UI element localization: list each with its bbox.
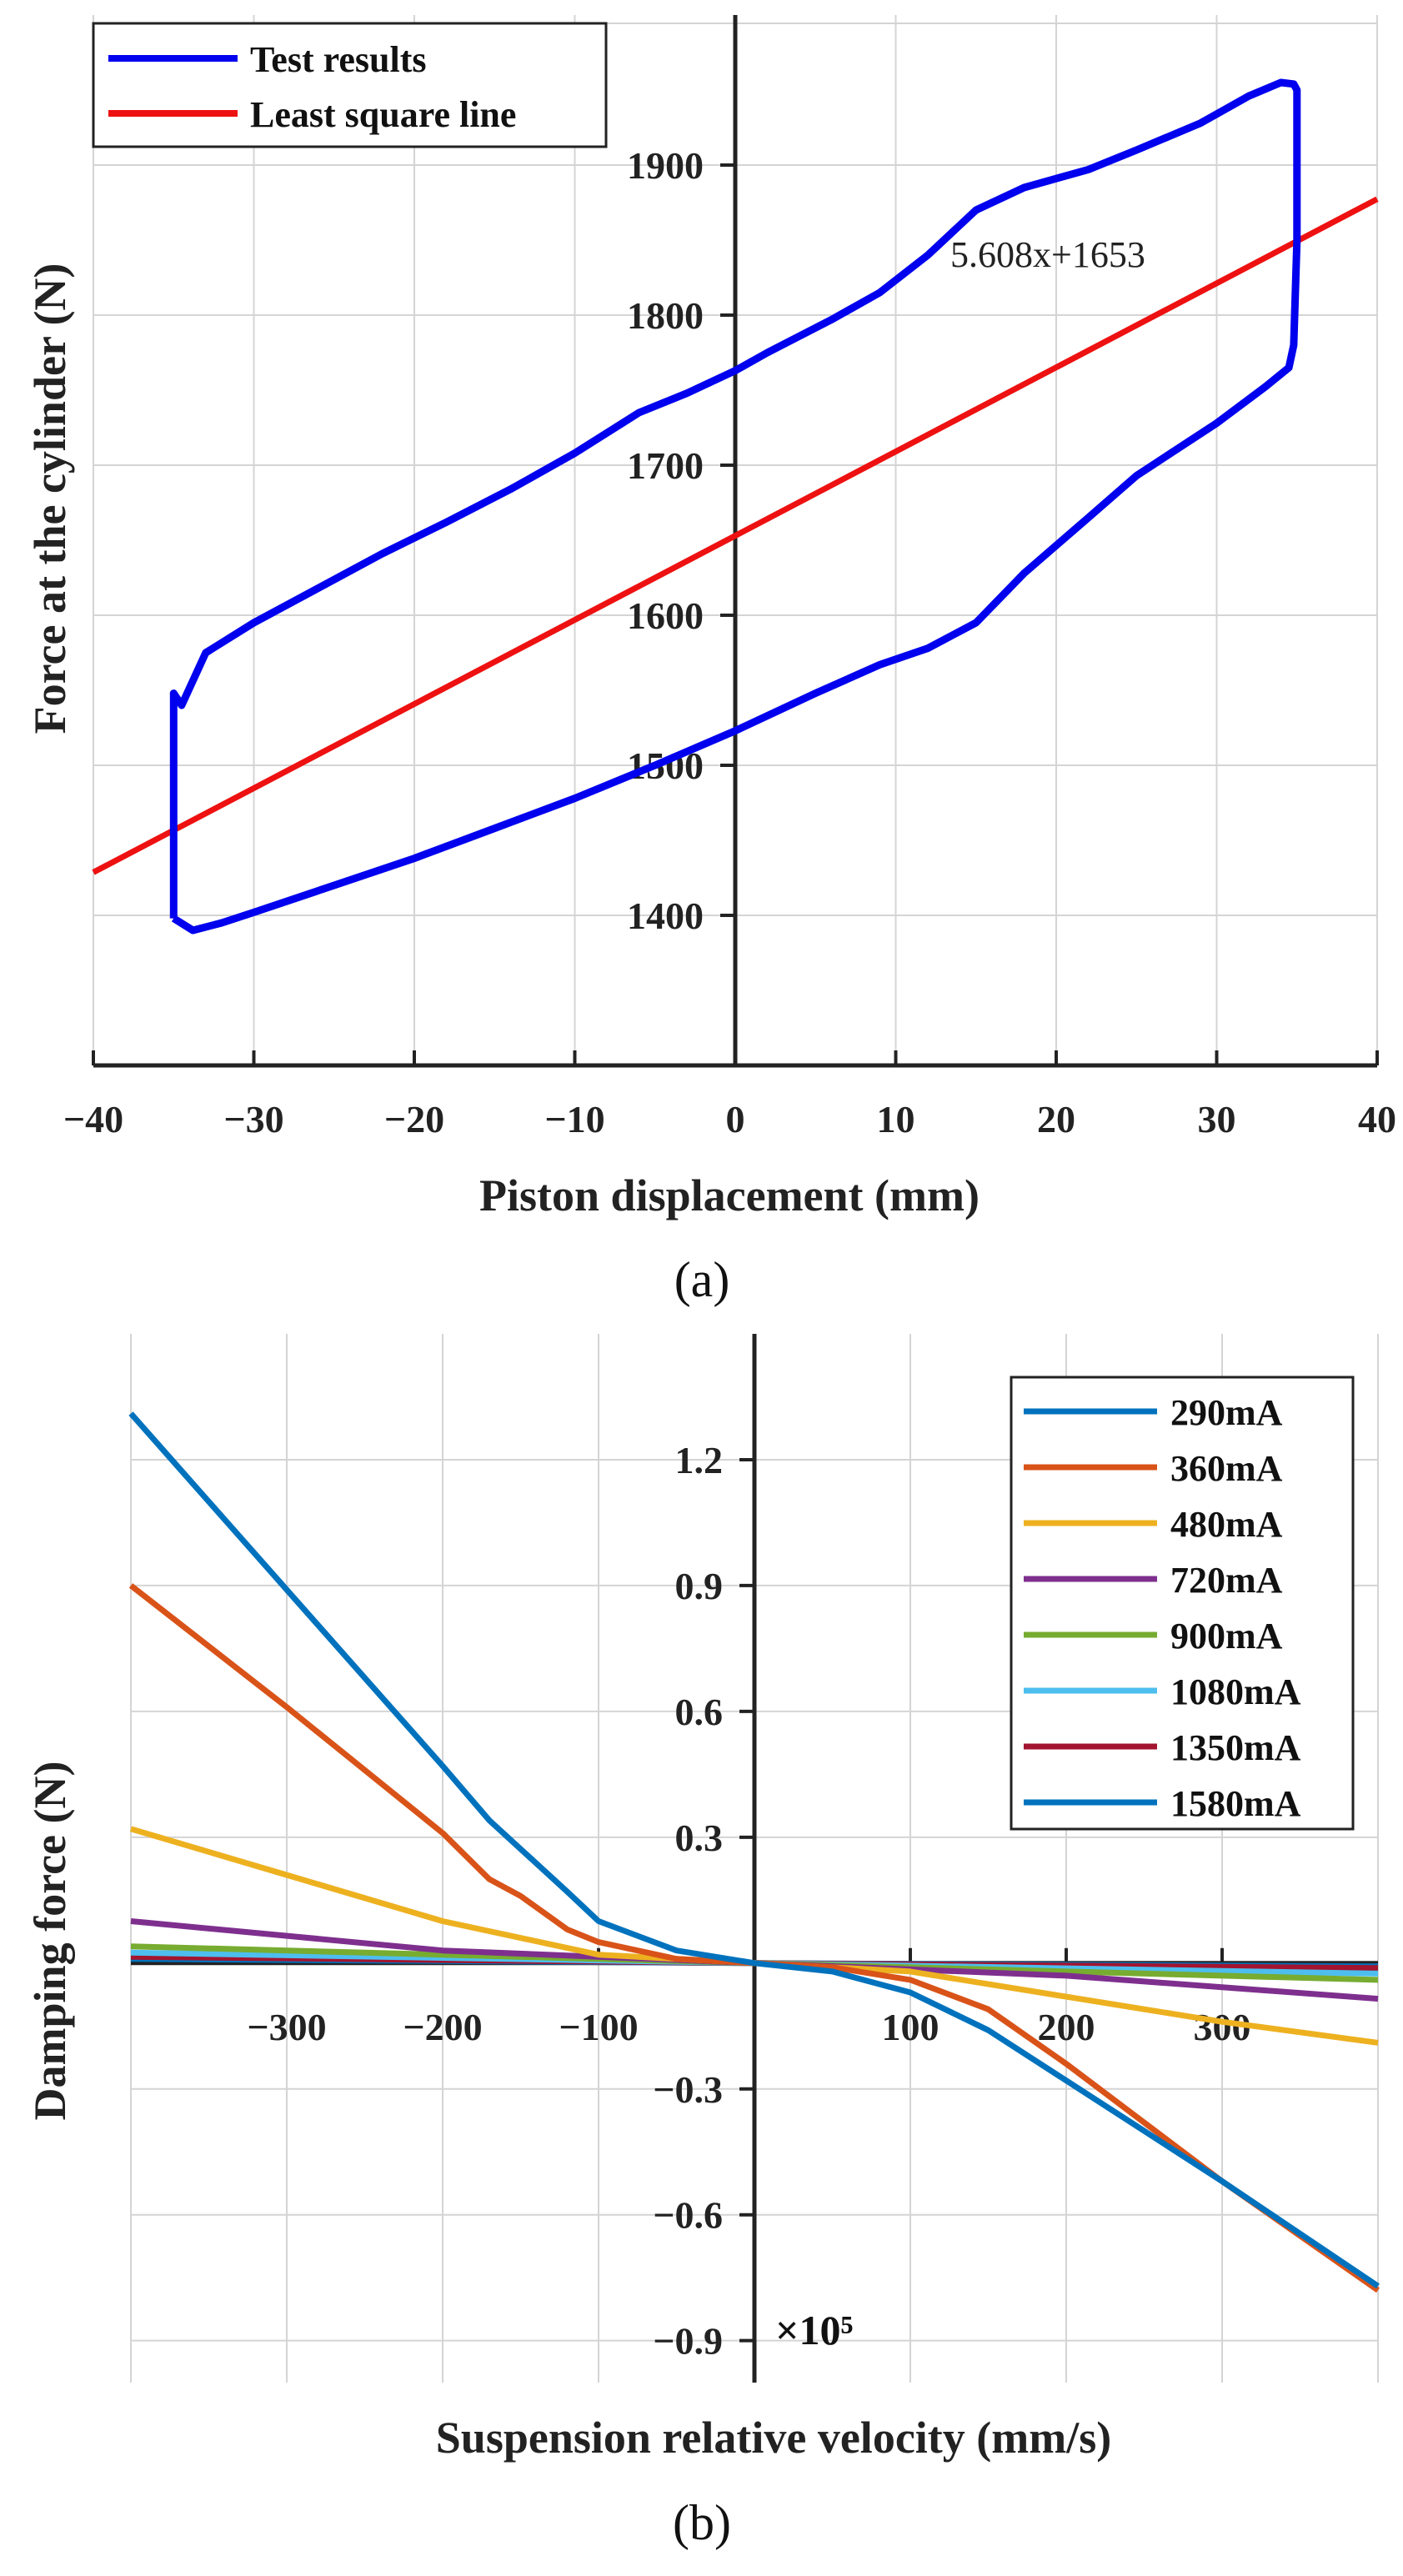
legend-label-1580ma: 1580mA — [1170, 1783, 1301, 1824]
chart-b-y-label: Damping force (N) — [25, 1762, 75, 2121]
panel-label-b: (b) — [673, 2495, 731, 2550]
chart-b-y-tick-label-0: −0.9 — [653, 2320, 723, 2363]
chart-b-x-tick-label-1: −200 — [403, 2006, 482, 2048]
chart-b-y-tick-label-2: −0.3 — [653, 2068, 723, 2111]
chart-a-x-tick-label-0: −40 — [63, 1098, 123, 1140]
legend-label-290ma: 290mA — [1170, 1392, 1283, 1433]
chart-b-y-tick-label-4: 0.6 — [675, 1691, 724, 1733]
chart-a-y-label: Force at the cylinder (N) — [25, 263, 75, 734]
legend-label-720ma: 720mA — [1170, 1560, 1283, 1601]
chart-b-series — [128, 1411, 1380, 2293]
legend-label-1350ma: 1350mA — [1170, 1727, 1301, 1768]
legend-label-test-results: Test results — [250, 39, 426, 80]
chart-b-x-label: Suspension relative velocity (mm/s) — [436, 2413, 1111, 2463]
chart-a-x-tick-label-8: 40 — [1358, 1098, 1396, 1140]
chart-a-ticks: −40 −30 −20 −10 0 10 20 30 401400150016001700180… — [63, 144, 1396, 1140]
chart-a-y-tick-label-4: 1800 — [627, 294, 704, 337]
series-360ma — [128, 1583, 1380, 2293]
legend-label-1080ma: 1080mA — [1170, 1671, 1301, 1712]
chart-a-x-tick-label-1: −30 — [223, 1098, 283, 1140]
panel-label-a: (a) — [674, 1252, 730, 1307]
chart-a-y-tick-label-5: 1900 — [627, 144, 704, 187]
series-test-results — [169, 78, 1301, 935]
chart-a-x-tick-label-5: 10 — [877, 1098, 915, 1140]
chart-a-annotation: 5.608x+1653 — [950, 234, 1145, 275]
chart-a-y-tick-label-0: 1400 — [627, 895, 704, 937]
chart-a-x-tick-label-7: 30 — [1198, 1098, 1236, 1140]
legend-label-480ma: 480mA — [1170, 1504, 1283, 1545]
chart-b-legend-box — [1010, 1376, 1355, 1831]
chart-b-x-tick-label-4: 200 — [1038, 2006, 1095, 2048]
legend-label-360ma: 360mA — [1170, 1448, 1283, 1489]
chart-b-y-tick-label-5: 0.9 — [675, 1565, 724, 1607]
chart-b-y-tick-label-3: 0.3 — [675, 1817, 724, 1859]
chart-a: −40 −30 −20 −10 0 10 20 30 401400150016001700180… — [25, 15, 1396, 1307]
chart-a-legend: Test results Least square line — [92, 22, 608, 148]
legend-label-900ma: 900mA — [1170, 1616, 1283, 1656]
chart-a-series — [92, 78, 1379, 935]
chart-a-x-tick-label-6: 20 — [1037, 1098, 1075, 1140]
chart-b: −300 −200 −100 100 200 300−0.9−0.6−0.30.30.60… — [25, 1334, 1380, 2550]
series-least-square-line — [92, 196, 1379, 875]
series-290ma — [128, 1411, 1380, 2289]
chart-a-x-tick-label-3: −10 — [544, 1098, 604, 1140]
legend-label-least-square-line: Least square line — [250, 94, 516, 135]
chart-a-y-tick-label-2: 1600 — [627, 594, 704, 637]
chart-b-x-tick-label-0: −300 — [247, 2006, 326, 2048]
chart-b-multiplier: ×10⁵ — [775, 2307, 853, 2353]
chart-b-legend: 290mA 360mA 480mA 720mA 900mA 1080mA 1350mA 158… — [1010, 1376, 1355, 1831]
chart-a-x-tick-label-4: 0 — [726, 1098, 745, 1140]
chart-b-x-tick-label-2: −100 — [559, 2006, 638, 2048]
chart-a-legend-box — [92, 22, 608, 148]
chart-a-x-tick-label-2: −20 — [384, 1098, 444, 1140]
chart-b-x-tick-label-3: 100 — [882, 2006, 940, 2048]
chart-b-y-tick-label-6: 1.2 — [675, 1439, 724, 1481]
chart-a-x-label: Piston displacement (mm) — [479, 1170, 980, 1220]
chart-a-y-tick-label-3: 1700 — [627, 444, 704, 487]
chart-b-ticks: −300 −200 −100 100 200 300−0.9−0.6−0.30.30.60… — [247, 1439, 1250, 2363]
chart-b-y-tick-label-1: −0.6 — [653, 2194, 723, 2237]
